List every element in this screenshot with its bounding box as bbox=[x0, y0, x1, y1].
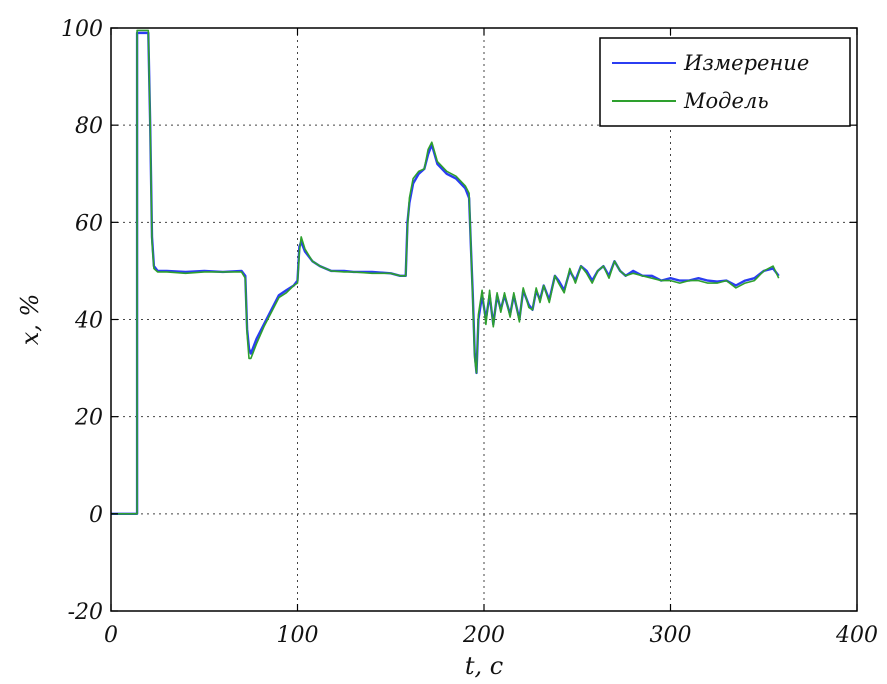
legend: Измерение Модель bbox=[599, 37, 851, 127]
y-tick-label: -20 bbox=[68, 600, 103, 625]
legend-label-measurement: Измерение bbox=[683, 51, 809, 75]
series-line-1 bbox=[111, 29, 780, 515]
y-tick-label: 40 bbox=[74, 309, 103, 334]
x-axis-label: t, c bbox=[465, 652, 503, 680]
x-tick-label: 300 bbox=[650, 623, 692, 648]
x-tick-label: 200 bbox=[462, 623, 505, 648]
legend-label-model: Модель bbox=[683, 89, 769, 113]
y-tick-label: 60 bbox=[75, 211, 103, 236]
x-tick-label: 0 bbox=[104, 623, 118, 648]
y-tick-label: 0 bbox=[89, 503, 103, 528]
series-layer bbox=[111, 29, 780, 515]
ticks bbox=[110, 27, 858, 612]
y-tick-label: 80 bbox=[75, 114, 103, 139]
y-axis-label: x, % bbox=[16, 294, 44, 346]
x-tick-label: 400 bbox=[835, 623, 878, 648]
legend-box bbox=[599, 37, 851, 127]
x-tick-label: 100 bbox=[277, 623, 319, 648]
y-tick-label: 20 bbox=[74, 406, 103, 431]
y-tick-label: 100 bbox=[61, 17, 103, 42]
